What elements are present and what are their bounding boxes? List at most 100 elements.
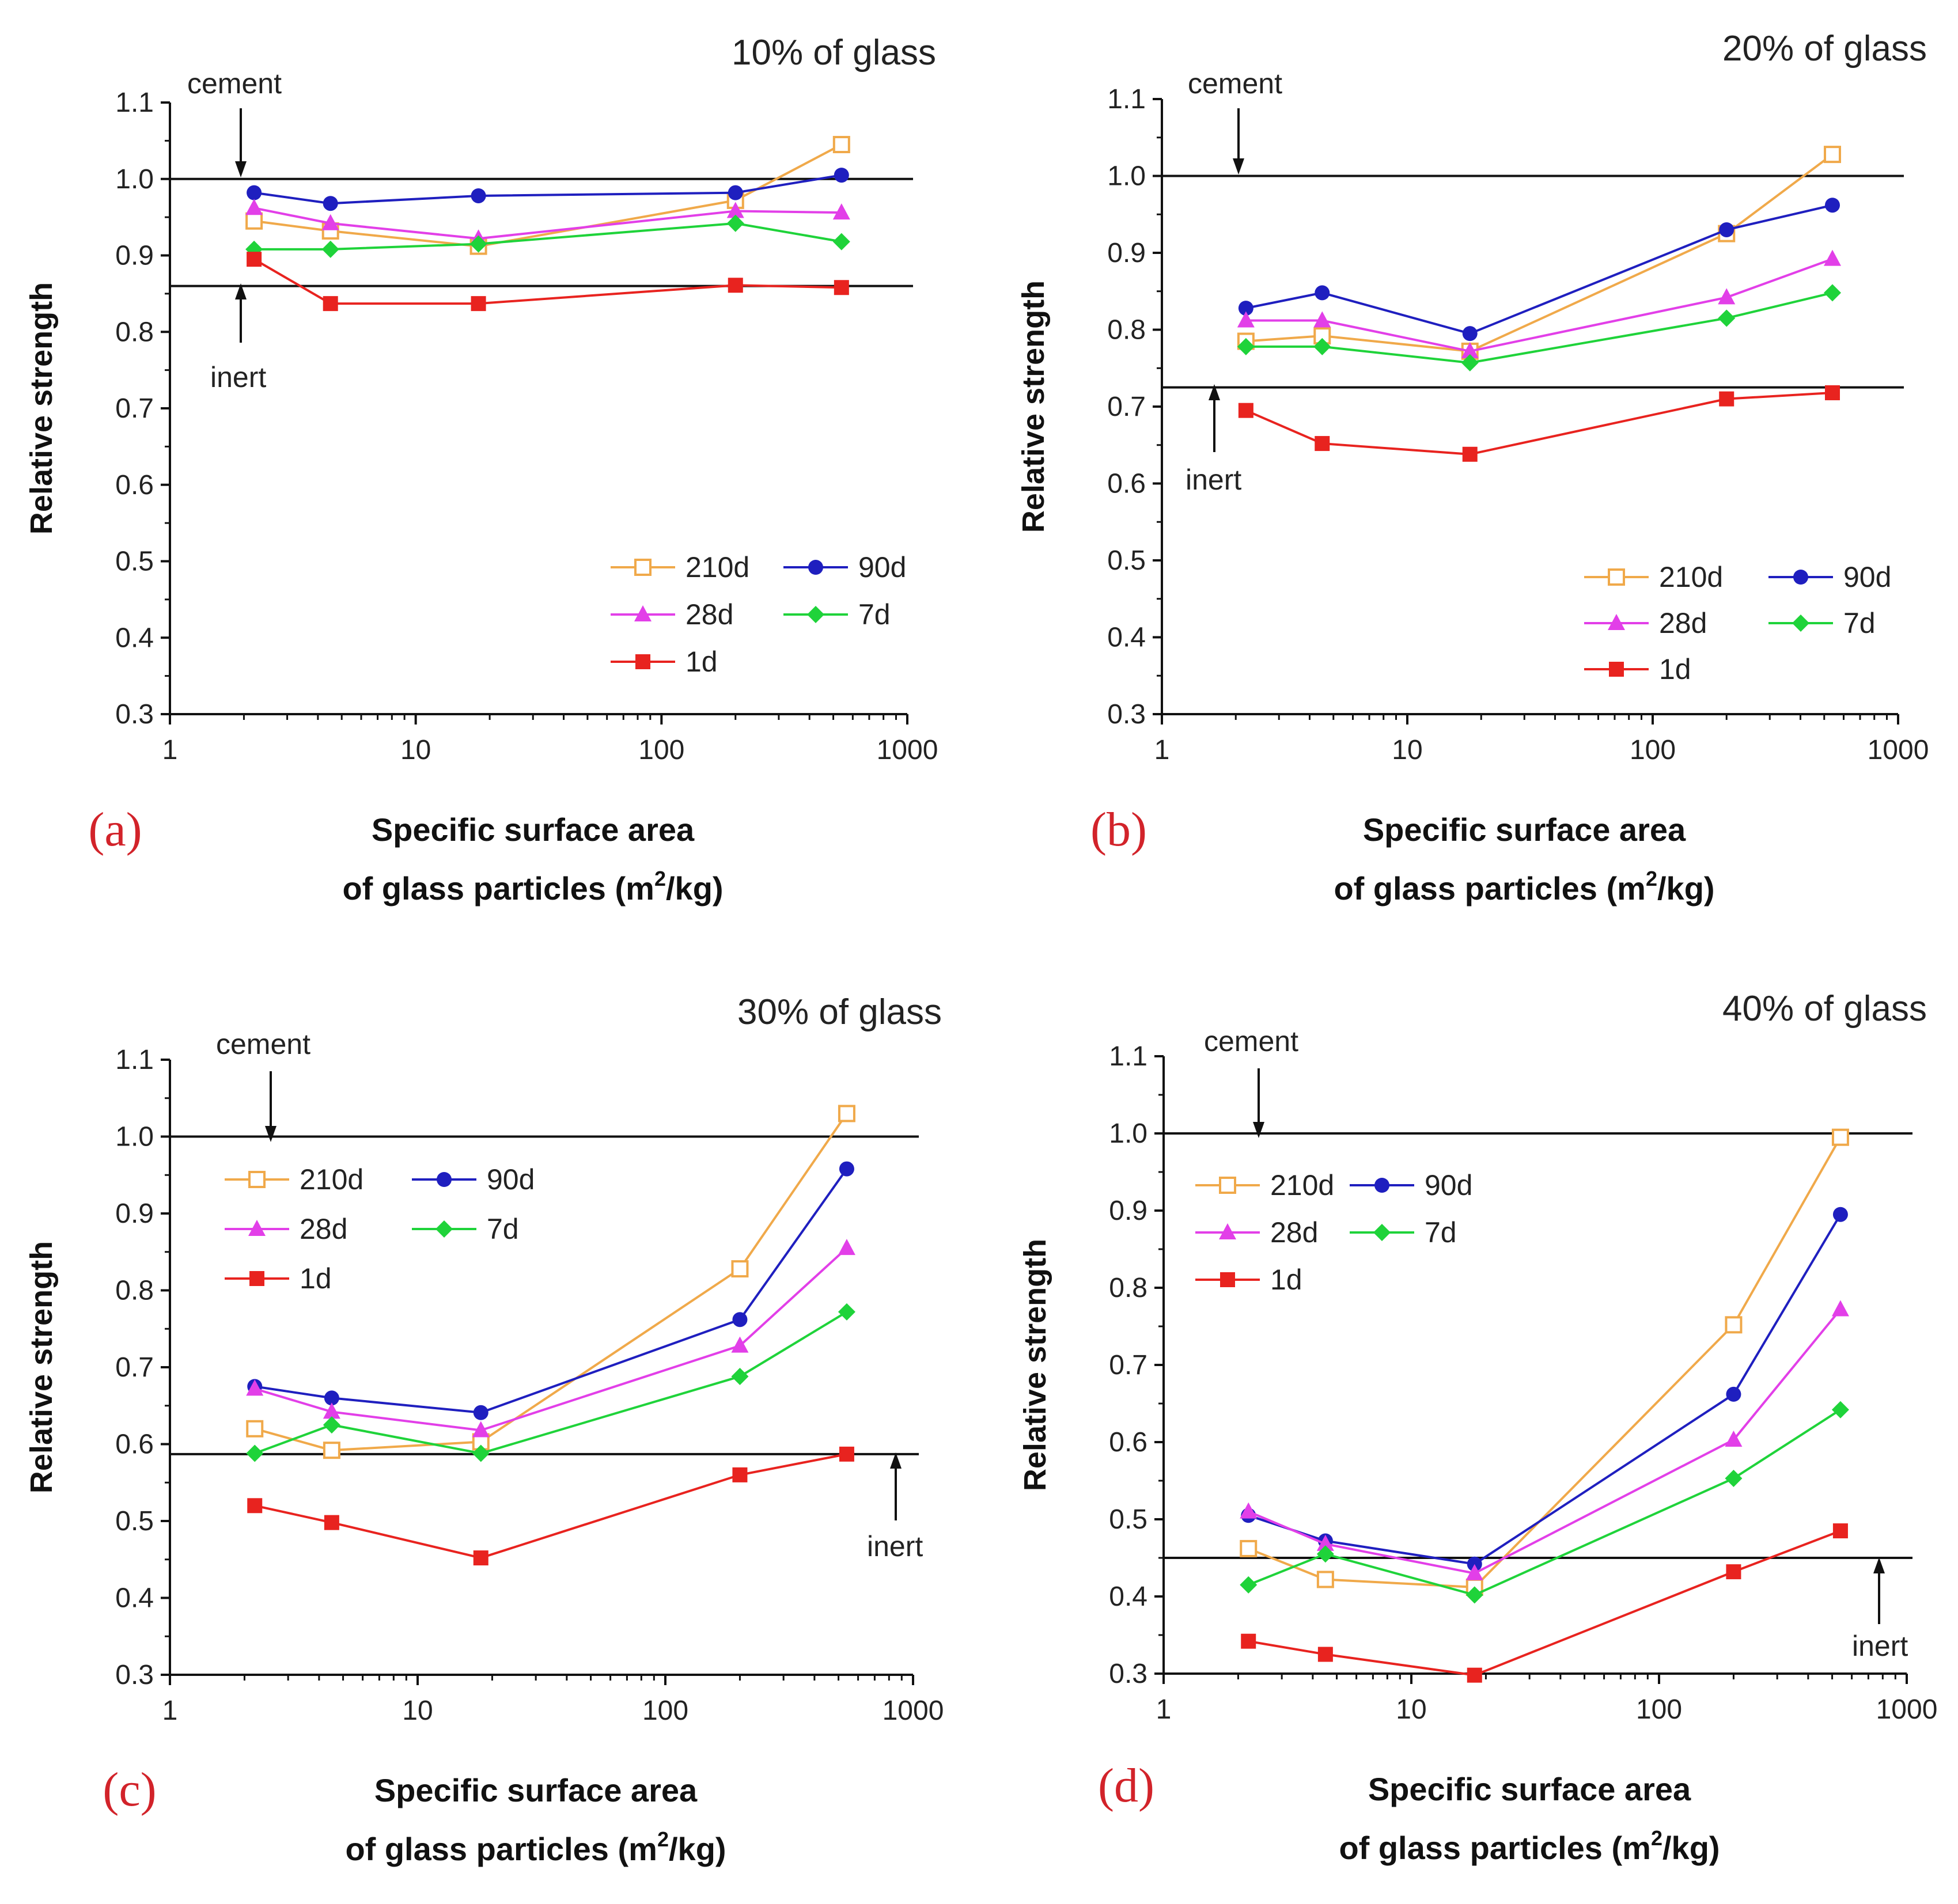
data-point-1d	[1719, 391, 1734, 407]
data-point-1d	[728, 278, 743, 293]
data-point-7d	[1240, 1576, 1258, 1594]
x-tick-label: 1000	[883, 1696, 944, 1726]
legend-marker-7d	[807, 606, 824, 623]
data-point-28d	[1316, 1534, 1334, 1551]
inert-arrow-head	[1873, 1557, 1885, 1573]
panel-letter: (c)	[103, 1763, 156, 1816]
x-tick-label: 100	[1636, 1694, 1682, 1725]
inert-label: inert	[1852, 1630, 1908, 1662]
data-point-28d	[246, 1379, 264, 1396]
y-tick-label: 1.0	[115, 164, 154, 195]
inert-arrow-head	[890, 1452, 902, 1469]
x-axis-label-superscript: 2	[657, 1827, 669, 1851]
data-point-210d	[1240, 1539, 1258, 1557]
y-tick-label: 1.1	[1109, 1041, 1147, 1072]
data-point-1d	[473, 1550, 488, 1566]
x-tick-label: 1	[1156, 1694, 1172, 1725]
panel-letter: (a)	[88, 803, 142, 856]
legend-label-1d: 1d	[300, 1262, 332, 1295]
data-point-210d	[245, 212, 263, 230]
data-point-28d	[1461, 342, 1479, 358]
y-axis-label: Relative strength	[1016, 280, 1051, 533]
y-tick-label: 0.3	[1107, 699, 1146, 730]
y-tick-label: 1.1	[1107, 84, 1146, 115]
data-point-90d	[728, 185, 743, 200]
data-point-28d	[1823, 249, 1841, 266]
y-tick-label: 0.5	[1107, 545, 1146, 576]
legend-marker-1d	[1220, 1272, 1235, 1287]
y-tick-label: 0.9	[1107, 238, 1146, 268]
x-axis-label-suffix: /kg)	[669, 1831, 726, 1867]
data-point-7d	[321, 240, 339, 258]
data-point-7d	[1823, 284, 1841, 302]
data-point-28d	[838, 1239, 855, 1256]
legend-label-90d: 90d	[858, 551, 906, 583]
inert-label: inert	[1186, 464, 1241, 496]
data-point-210d	[838, 1105, 855, 1122]
x-tick-label: 100	[642, 1696, 688, 1726]
x-axis-label-suffix: /kg)	[1662, 1830, 1720, 1866]
x-axis-label-prefix: of glass particles (m	[342, 870, 654, 907]
y-tick-label: 1.0	[1107, 161, 1146, 192]
y-tick-label: 0.8	[115, 1276, 154, 1306]
data-point-1d	[1824, 385, 1840, 400]
panel-letter: (b)	[1090, 803, 1147, 856]
chart-title: 30% of glass	[737, 992, 942, 1032]
cement-arrow-head	[1233, 158, 1244, 175]
data-point-7d	[1465, 1586, 1483, 1604]
y-tick-label: 0.9	[115, 1198, 154, 1229]
legend-marker-90d	[1793, 570, 1808, 585]
data-point-28d	[323, 1402, 340, 1419]
legend-label-1d: 1d	[1659, 653, 1691, 685]
data-point-28d	[1313, 311, 1331, 328]
y-tick-label: 0.7	[115, 393, 154, 424]
y-tick-label: 0.8	[115, 317, 154, 347]
x-axis-label-line1: Specific surface area	[1363, 811, 1686, 848]
x-axis-label-line2: of glass particles (m2/kg)	[342, 867, 723, 907]
legend-marker-210d	[1608, 568, 1625, 586]
data-point-1d	[324, 1515, 339, 1530]
data-point-210d	[323, 1442, 340, 1459]
data-point-90d	[1726, 1386, 1741, 1402]
data-point-210d	[1725, 1316, 1743, 1334]
data-point-28d	[1718, 288, 1736, 305]
legend-label-28d: 28d	[1659, 607, 1707, 639]
y-tick-label: 0.8	[1107, 315, 1146, 346]
y-tick-label: 0.5	[115, 547, 154, 577]
y-axis-label: Relative strength	[1018, 1239, 1052, 1491]
data-point-28d	[726, 202, 744, 218]
x-axis-label-prefix: of glass particles (m	[1334, 870, 1646, 907]
data-point-90d	[323, 196, 338, 211]
chart-title: 40% of glass	[1722, 989, 1927, 1029]
x-axis-label-line1: Specific surface area	[1368, 1771, 1691, 1807]
data-point-1d	[1315, 436, 1330, 452]
data-point-7d	[1316, 1545, 1334, 1563]
legend-marker-210d	[248, 1171, 266, 1188]
legend-label-7d: 7d	[1425, 1216, 1457, 1249]
x-axis-label-prefix: of glass particles (m	[1339, 1830, 1651, 1866]
x-tick-label: 1	[1154, 735, 1170, 765]
cement-label: cement	[1204, 1025, 1298, 1057]
legend: 210d 90d 28d 7d 1d	[1584, 561, 1891, 685]
cement-label: cement	[187, 67, 282, 100]
y-tick-label: 1.1	[115, 88, 154, 118]
legend-marker-1d	[635, 654, 650, 669]
x-tick-label: 1	[162, 735, 178, 765]
data-point-90d	[834, 168, 849, 183]
inert-arrow-head	[235, 283, 247, 299]
chart-panel-b: 20% of glass 0.3 0.4 0.5 0.6 0.7 0.8 0.9 1.0 1.1 1…	[1016, 29, 1929, 907]
data-point-7d	[832, 233, 850, 251]
x-tick-label: 10	[400, 735, 431, 765]
data-point-90d	[473, 1405, 488, 1420]
data-point-90d	[732, 1312, 748, 1328]
data-point-28d	[472, 1421, 490, 1438]
data-point-1d	[1241, 1633, 1256, 1649]
x-axis-label-superscript: 2	[654, 867, 666, 890]
data-point-90d	[1824, 198, 1840, 213]
data-point-210d	[832, 136, 850, 154]
data-point-7d	[472, 1444, 490, 1462]
x-axis-label-line1: Specific surface area	[374, 1772, 698, 1808]
x-tick-label: 1000	[1876, 1694, 1938, 1725]
data-point-90d	[1832, 1207, 1848, 1222]
data-point-1d	[247, 1498, 263, 1514]
